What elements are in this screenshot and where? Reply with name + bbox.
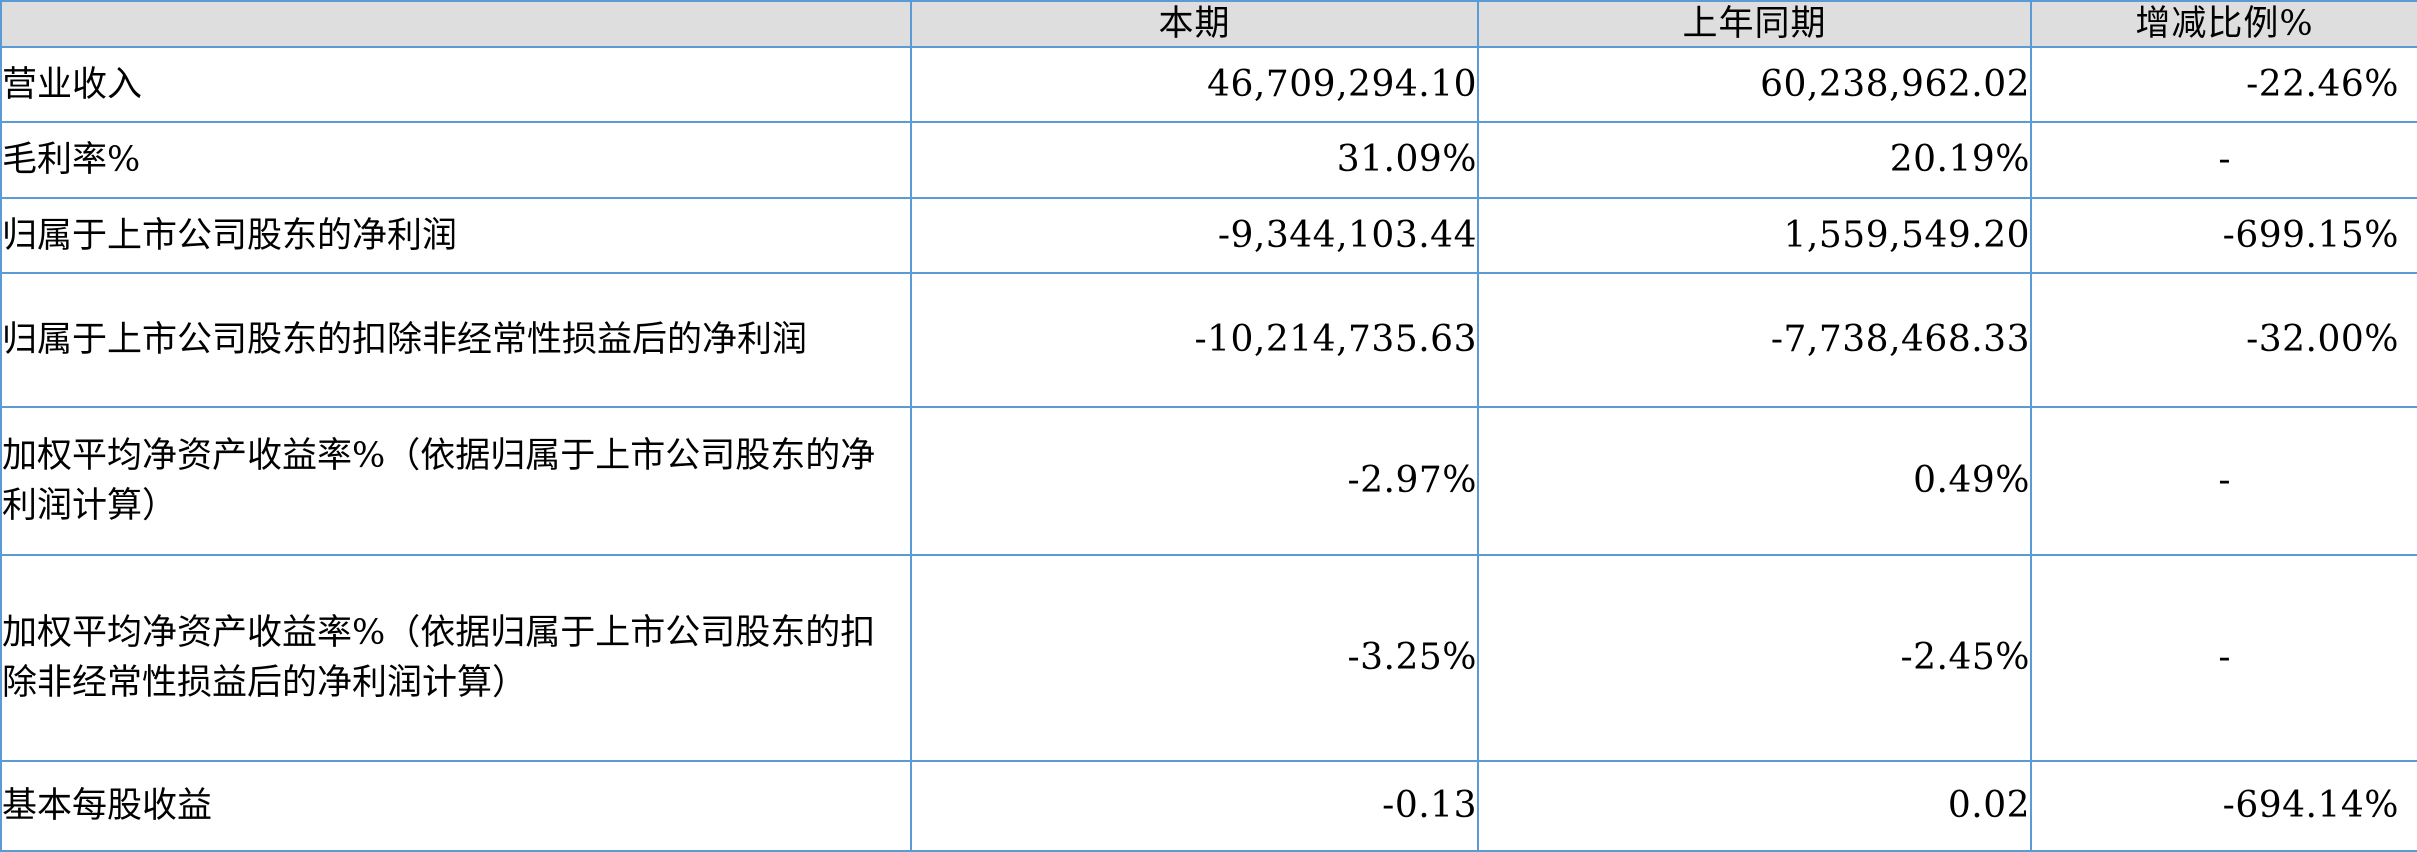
column-header-current-period: 本期 (910, 0, 1479, 48)
cell-current-net-profit-deducting-nonrecurring: -10,214,735.63 (910, 272, 1479, 408)
row-label-net-profit-deducting-nonrecurring: 归属于上市公司股东的扣除非经常性损益后的净利润 (0, 272, 912, 408)
cell-current-weighted-roe-net-profit: -2.97% (910, 405, 1479, 556)
row-label-weighted-roe-deducting-nonrecurring: 加权平均净资产收益率%（依据归属于上市公司股东的扣除非经常性损益后的净利润计算） (0, 553, 912, 762)
table-row: 毛利率% 31.09% 20.19% - (0, 121, 2417, 199)
cell-change-gross-margin: - (2030, 121, 2417, 199)
row-label-weighted-roe-net-profit: 加权平均净资产收益率%（依据归属于上市公司股东的净利润计算） (0, 405, 912, 556)
cell-current-basic-eps: -0.13 (910, 759, 1479, 852)
row-label-operating-revenue: 营业收入 (0, 45, 912, 124)
table-row: 基本每股收益 -0.13 0.02 -694.14% (0, 759, 2417, 852)
cell-current-operating-revenue: 46,709,294.10 (910, 45, 1479, 124)
table-row: 加权平均净资产收益率%（依据归属于上市公司股东的扣除非经常性损益后的净利润计算）… (0, 553, 2417, 762)
cell-prev-gross-margin: 20.19% (1477, 121, 2032, 199)
table-row: 加权平均净资产收益率%（依据归属于上市公司股东的净利润计算） -2.97% 0.… (0, 405, 2417, 556)
cell-change-operating-revenue: -22.46% (2030, 45, 2417, 124)
table-row: 归属于上市公司股东的净利润 -9,344,103.44 1,559,549.20… (0, 196, 2417, 275)
row-label-gross-margin: 毛利率% (0, 121, 912, 199)
cell-prev-weighted-roe-net-profit: 0.49% (1477, 405, 2032, 556)
column-header-same-period-last-year: 上年同期 (1477, 0, 2032, 48)
table-body: 营业收入 46,709,294.10 60,238,962.02 -22.46%… (0, 45, 2417, 852)
cell-change-weighted-roe-deducting-nonrecurring: - (2030, 553, 2417, 762)
cell-prev-basic-eps: 0.02 (1477, 759, 2032, 852)
cell-prev-net-profit-deducting-nonrecurring: -7,738,468.33 (1477, 272, 2032, 408)
row-label-basic-eps: 基本每股收益 (0, 759, 912, 852)
column-header-label (0, 0, 912, 48)
cell-change-net-profit-attributable: -699.15% (2030, 196, 2417, 275)
cell-change-basic-eps: -694.14% (2030, 759, 2417, 852)
cell-prev-weighted-roe-deducting-nonrecurring: -2.45% (1477, 553, 2032, 762)
table-header: 本期 上年同期 增减比例% (0, 0, 2417, 48)
column-header-change-ratio: 增减比例% (2030, 0, 2417, 48)
cell-current-weighted-roe-deducting-nonrecurring: -3.25% (910, 553, 1479, 762)
cell-current-net-profit-attributable: -9,344,103.44 (910, 196, 1479, 275)
table-header-row: 本期 上年同期 增减比例% (0, 0, 2417, 48)
cell-prev-net-profit-attributable: 1,559,549.20 (1477, 196, 2032, 275)
cell-current-gross-margin: 31.09% (910, 121, 1479, 199)
cell-change-net-profit-deducting-nonrecurring: -32.00% (2030, 272, 2417, 408)
row-label-net-profit-attributable: 归属于上市公司股东的净利润 (0, 196, 912, 275)
table-row: 营业收入 46,709,294.10 60,238,962.02 -22.46% (0, 45, 2417, 124)
cell-prev-operating-revenue: 60,238,962.02 (1477, 45, 2032, 124)
table-row: 归属于上市公司股东的扣除非经常性损益后的净利润 -10,214,735.63 -… (0, 272, 2417, 408)
cell-change-weighted-roe-net-profit: - (2030, 405, 2417, 556)
